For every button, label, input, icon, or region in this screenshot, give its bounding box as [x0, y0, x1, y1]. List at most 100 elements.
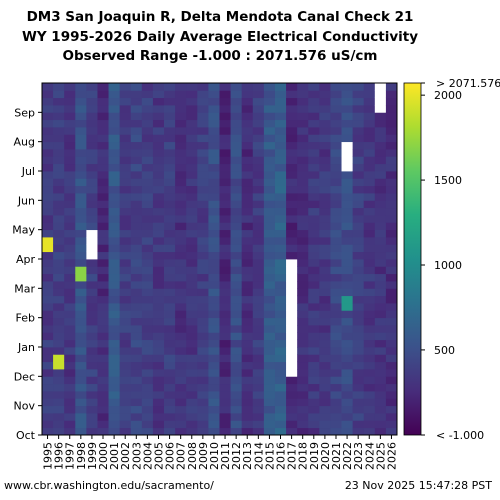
- heatmap-cell: [274, 405, 287, 414]
- heatmap-cell: [186, 171, 198, 179]
- heatmap-cell: [252, 354, 265, 363]
- y-tick-label: Sep: [14, 106, 35, 119]
- heatmap-cell: [352, 361, 365, 370]
- heatmap-cell: [230, 200, 243, 209]
- heatmap-cell: [330, 303, 342, 311]
- heatmap-cell: [75, 112, 87, 121]
- heatmap-cell: [352, 215, 365, 223]
- heatmap-cell: [141, 398, 154, 407]
- heatmap-cell: [130, 288, 143, 297]
- heatmap-cell: [75, 185, 87, 194]
- x-tick-label: 2008: [186, 442, 199, 470]
- heatmap-cell: [141, 112, 154, 121]
- heatmap-cell: [197, 149, 209, 157]
- heatmap-cell: [363, 332, 376, 341]
- colorbar-tick-label: 1500: [434, 174, 462, 187]
- heatmap-cell: [274, 369, 287, 377]
- heatmap-cell: [97, 127, 109, 135]
- heatmap-cell: [341, 97, 354, 106]
- heatmap-cell: [263, 222, 276, 231]
- heatmap-cell: [130, 303, 143, 311]
- heatmap-cell: [319, 325, 331, 333]
- heatmap-cell: [175, 354, 187, 363]
- heatmap-cell: [130, 273, 143, 282]
- heatmap-cell: [64, 273, 76, 282]
- heatmap-cell: [308, 354, 320, 363]
- heatmap-cell: [75, 369, 87, 377]
- heatmap-cell: [219, 325, 231, 333]
- heatmap-cell: [319, 427, 331, 436]
- heatmap-cell: [97, 354, 109, 363]
- heatmap-cell: [374, 295, 387, 304]
- heatmap-cell: [286, 413, 298, 421]
- heatmap-cell: [341, 310, 354, 319]
- heatmap-cell: [352, 171, 365, 179]
- heatmap-cell: [197, 163, 209, 172]
- heatmap-cell: [75, 251, 87, 260]
- heatmap-cell: [297, 178, 309, 187]
- heatmap-cell: [319, 273, 331, 282]
- heatmap-cell: [230, 215, 243, 223]
- heatmap-cell: [252, 398, 265, 407]
- heatmap-cell: [230, 171, 243, 179]
- heatmap-cell: [330, 420, 342, 429]
- heatmap-cell: [352, 354, 365, 363]
- heatmap-cell: [175, 251, 187, 260]
- heatmap-cell: [119, 163, 132, 172]
- heatmap-cell: [141, 383, 154, 392]
- heatmap-cell: [197, 310, 209, 319]
- heatmap-cell: [152, 405, 165, 414]
- heatmap-cell: [252, 303, 265, 311]
- heatmap-cell: [108, 354, 121, 363]
- heatmap-cell: [319, 222, 331, 231]
- y-tick-label: Oct: [16, 429, 36, 442]
- heatmap-cell: [108, 303, 121, 311]
- heatmap-cell: [385, 185, 398, 194]
- heatmap-cell: [108, 156, 121, 165]
- heatmap-cell: [252, 163, 265, 172]
- heatmap-cell: [152, 391, 165, 399]
- heatmap-cell: [241, 427, 254, 436]
- heatmap-cell: [274, 281, 287, 289]
- heatmap-cell: [64, 244, 76, 253]
- heatmap-cell: [241, 413, 254, 421]
- heatmap-cell: [108, 420, 121, 429]
- heatmap-cell: [97, 361, 109, 370]
- heatmap-cell: [241, 361, 254, 370]
- heatmap-cell: [186, 222, 198, 231]
- heatmap-cell: [241, 391, 254, 399]
- heatmap-cell: [263, 149, 276, 157]
- heatmap-cell: [230, 185, 243, 194]
- heatmap-cell: [164, 119, 176, 128]
- heatmap-cell: [130, 90, 143, 99]
- heatmap-cell: [374, 281, 387, 289]
- heatmap-cell: [86, 266, 98, 275]
- heatmap-cell: [219, 361, 231, 370]
- heatmap-cell: [252, 266, 265, 275]
- heatmap-cell: [308, 405, 320, 414]
- x-tick-label: 2005: [152, 442, 165, 470]
- heatmap-cell: [152, 303, 165, 311]
- heatmap-cell: [86, 325, 98, 333]
- heatmap-cell: [42, 376, 54, 385]
- heatmap-cell: [152, 215, 165, 223]
- heatmap-cell: [286, 171, 298, 179]
- heatmap-cell: [197, 303, 209, 311]
- heatmap-cell: [175, 200, 187, 209]
- heatmap-cell: [197, 332, 209, 341]
- heatmap-cell: [274, 332, 287, 341]
- heatmap-cell: [385, 420, 398, 429]
- heatmap-cell: [42, 310, 54, 319]
- heatmap-cell: [141, 310, 154, 319]
- heatmap-cell: [97, 273, 109, 282]
- heatmap-cell: [75, 105, 87, 113]
- heatmap-cell: [308, 193, 320, 201]
- heatmap-cell: [363, 361, 376, 370]
- heatmap-cell: [230, 310, 243, 319]
- heatmap-cell: [119, 119, 132, 128]
- heatmap-cell: [219, 383, 231, 392]
- heatmap-cell: [208, 413, 220, 421]
- heatmap-cell: [263, 193, 276, 201]
- heatmap-cell: [152, 141, 165, 150]
- heatmap-cell: [175, 193, 187, 201]
